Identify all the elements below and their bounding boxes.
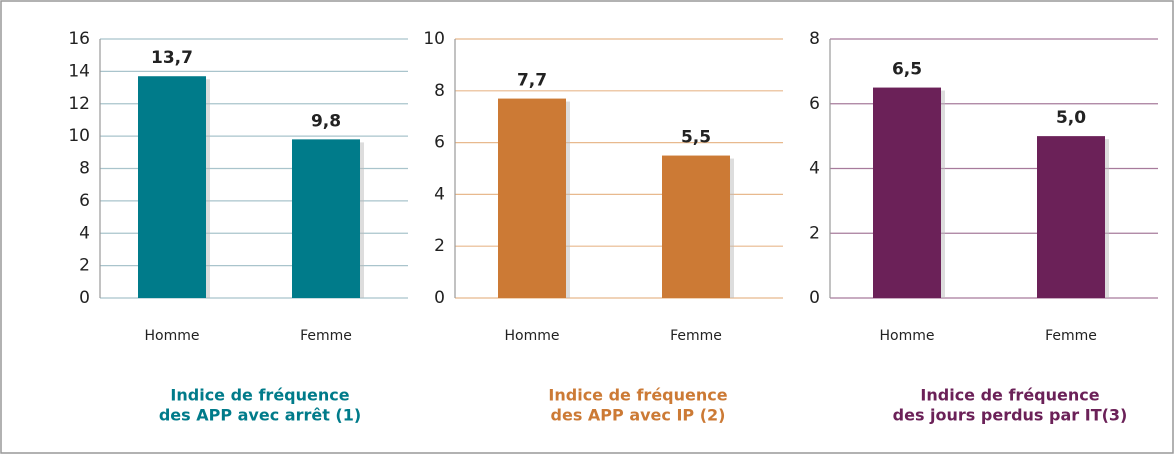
y-tick-label: 14	[68, 61, 90, 81]
y-tick-label: 8	[79, 159, 90, 179]
value-label: 13,7	[151, 48, 193, 68]
y-tick-label: 6	[79, 191, 90, 211]
chart-title: Indice de fréquence	[170, 386, 349, 405]
value-label: 9,8	[311, 111, 341, 131]
x-tick-label: Femme	[1045, 328, 1097, 344]
value-label: 7,7	[517, 71, 547, 91]
value-label: 6,5	[892, 60, 922, 80]
y-tick-label: 2	[809, 223, 820, 243]
bar	[292, 139, 360, 298]
y-tick-label: 6	[434, 133, 445, 153]
x-tick-label: Homme	[880, 328, 935, 344]
y-tick-label: 2	[434, 236, 445, 256]
x-tick-label: Femme	[300, 328, 352, 344]
y-tick-label: 8	[809, 29, 820, 49]
value-label: 5,5	[681, 128, 711, 148]
y-tick-label: 0	[79, 288, 90, 308]
x-tick-label: Homme	[145, 328, 200, 344]
y-tick-label: 0	[809, 288, 820, 308]
y-tick-label: 6	[809, 94, 820, 114]
bar	[873, 87, 941, 298]
chart-title: des jours perdus par IT(3)	[893, 406, 1128, 425]
bar	[1037, 136, 1105, 298]
chart-title: des APP avec arrêt (1)	[159, 406, 361, 425]
x-tick-label: Femme	[670, 328, 722, 344]
y-tick-label: 16	[68, 29, 90, 49]
x-tick-label: Homme	[505, 328, 560, 344]
chart-title: Indice de fréquence	[920, 386, 1099, 405]
y-tick-label: 4	[79, 223, 90, 243]
bar	[662, 155, 730, 298]
y-tick-label: 4	[809, 159, 820, 179]
bar	[498, 98, 566, 298]
y-tick-label: 4	[434, 184, 445, 204]
value-label: 5,0	[1056, 108, 1086, 128]
y-tick-label: 10	[423, 29, 445, 49]
bar	[138, 76, 206, 298]
y-tick-label: 10	[68, 126, 90, 146]
y-tick-label: 12	[68, 94, 90, 114]
y-tick-label: 2	[79, 256, 90, 276]
chart-title: des APP avec IP (2)	[551, 406, 726, 425]
y-tick-label: 0	[434, 288, 445, 308]
chart-title: Indice de fréquence	[548, 386, 727, 405]
y-tick-label: 8	[434, 81, 445, 101]
